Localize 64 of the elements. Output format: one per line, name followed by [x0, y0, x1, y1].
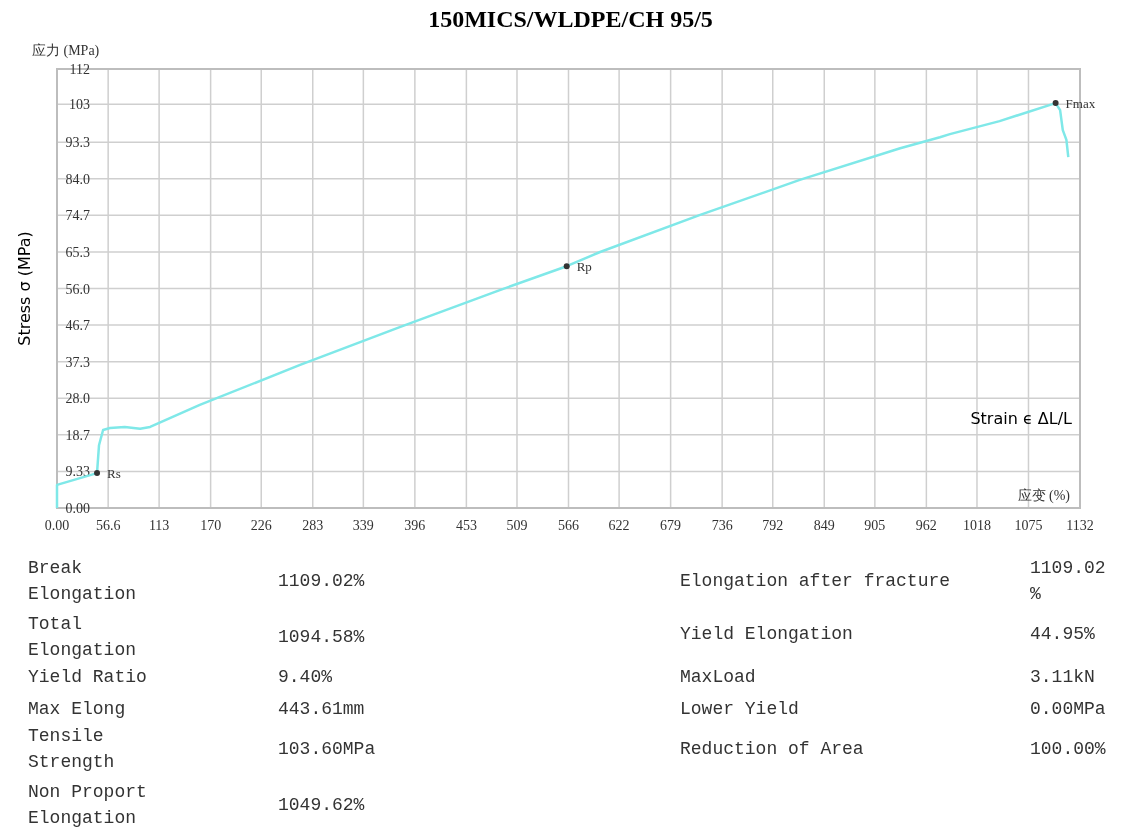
x-tick-label: 1075	[1014, 518, 1043, 533]
text: Total Elongation	[28, 614, 137, 660]
x-tick-label: 509	[506, 518, 528, 533]
x-tick-label: 566	[558, 518, 579, 533]
text: Lower Yield	[680, 699, 799, 719]
annotation: Strain ϵ ΔL/L	[970, 409, 1073, 428]
text: 443.61mm	[278, 699, 365, 719]
x-tick-label: 736	[711, 518, 733, 533]
y-tick-label: 46.7	[65, 317, 90, 333]
y-tick-label: 84.0	[65, 171, 90, 187]
y-tick-label: 56.0	[65, 281, 90, 297]
x-tick-label: 283	[302, 518, 324, 533]
x-tick-label: 226	[250, 518, 272, 533]
y-tick-label: 37.3	[65, 354, 90, 370]
text: Tensile Strength	[28, 726, 115, 772]
x-tick-label: 170	[200, 518, 222, 533]
x-tick-label: 56.6	[95, 518, 121, 533]
y-tick-label: 18.7	[65, 427, 90, 443]
text: 100.00%	[1030, 739, 1106, 759]
text: 44.95%	[1030, 624, 1096, 644]
annotation: Fmax	[1065, 96, 1096, 112]
text: Max Elong	[28, 699, 126, 719]
y-tick-label: 74.7	[65, 208, 90, 224]
text: 应力 (MPa)	[32, 43, 100, 59]
x-tick-label: 849	[813, 518, 835, 533]
text: 9.40%	[278, 667, 333, 687]
y-tick-label: 93.3	[65, 135, 90, 151]
text: Non Proport Elongation	[28, 782, 147, 828]
y-tick-label: 0.00	[65, 501, 90, 516]
x-tick-label: 1132	[1066, 518, 1094, 533]
text: 1049.62%	[278, 795, 365, 815]
text: Reduction of Area	[680, 739, 864, 759]
text: 1109.02 %	[1030, 558, 1106, 604]
annotation: Rs	[107, 466, 121, 482]
y-tick-label: 9.33	[65, 464, 90, 480]
chart-title: 150MICS/WLDPE/CH 95/5	[428, 6, 713, 32]
x-tick-label: 0.00	[44, 518, 70, 533]
text: Yield Ratio	[28, 667, 147, 687]
text: 0.00MPa	[1030, 699, 1106, 719]
x-tick-label: 622	[608, 518, 630, 533]
y-tick-label: 28.0	[65, 391, 90, 407]
x-axis-title: 应变 (%)	[1017, 488, 1071, 504]
y-tick-label: 103	[69, 97, 90, 113]
y-axis-title: Stress σ (MPa)	[15, 231, 34, 346]
annotation: Rp	[576, 259, 592, 275]
y-tick-label: 65.3	[65, 245, 90, 261]
x-tick-label: 905	[864, 518, 886, 533]
x-tick-label: 792	[762, 518, 784, 533]
x-tick-label: 113	[148, 518, 170, 533]
x-tick-label: 1018	[962, 518, 991, 533]
x-tick-label: 453	[455, 518, 477, 533]
x-tick-label: 679	[660, 518, 682, 533]
x-tick-label: 339	[352, 518, 374, 533]
text: 1109.02%	[278, 571, 365, 591]
text: Elongation after fracture	[680, 571, 951, 591]
y-tick-label: 112	[69, 62, 90, 77]
text: 103.60MPa	[278, 739, 376, 759]
text: Yield Elongation	[680, 624, 853, 644]
x-tick-label: 396	[404, 518, 426, 533]
text: MaxLoad	[680, 667, 756, 687]
text: 3.11kN	[1030, 667, 1095, 687]
text: 1094.58%	[278, 627, 365, 647]
x-tick-label: 962	[915, 518, 937, 533]
text: Break Elongation	[28, 558, 137, 604]
